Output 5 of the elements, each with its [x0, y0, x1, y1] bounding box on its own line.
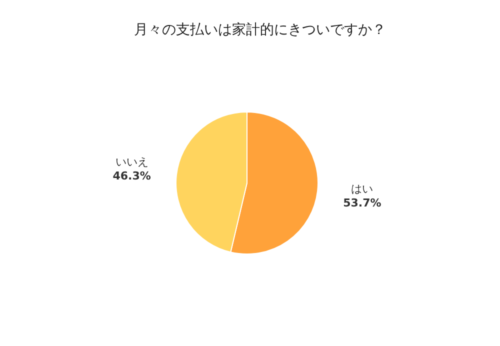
slice-label: はい — [351, 182, 374, 196]
data-label: 53.7% — [343, 196, 382, 210]
slice-label: いいえ — [115, 156, 148, 169]
data-label: 46.3% — [112, 170, 151, 183]
chart-title: 月々の支払いは家計的にきついですか？ — [134, 22, 386, 38]
